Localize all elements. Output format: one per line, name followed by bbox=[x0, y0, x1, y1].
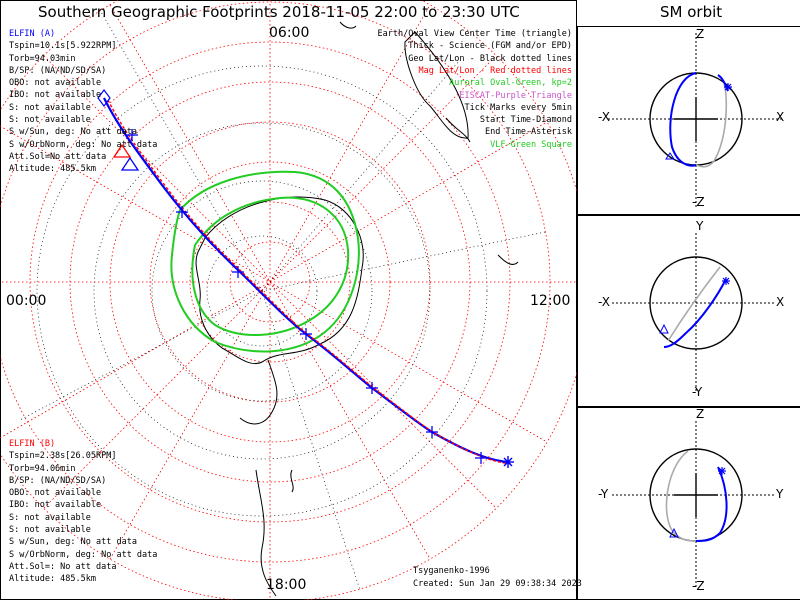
legend-item: Thick - Science (FGM and/or EPD) bbox=[408, 41, 572, 52]
elfin-a-line: OBO: not available bbox=[9, 78, 102, 89]
elfin-a-line: S w/Sun, deg: No att data bbox=[9, 127, 137, 138]
elfin-b-line: S w/OrbNorm, deg: No att data bbox=[9, 549, 158, 560]
legend: Earth/Oval View Center Time (triangle) T… bbox=[377, 28, 572, 153]
page-title: Southern Geographic Footprints 2018-11-0… bbox=[38, 3, 520, 21]
clock-label-top: 06:00 bbox=[269, 25, 310, 41]
orbit-panel-xy: Y -Y -X X bbox=[577, 214, 800, 408]
elfin-b-line: Altitude: 485.5km bbox=[9, 574, 96, 585]
elfin-b-line: S: not available bbox=[9, 525, 91, 536]
orbit-axis-label-left: -Y bbox=[598, 487, 609, 501]
clock-label-bottom: 18:00 bbox=[266, 577, 307, 593]
legend-item: Mag Lat/Lon - Red dotted lines bbox=[418, 65, 572, 76]
legend-item: Geo Lat/Lon - Black dotted lines bbox=[408, 53, 572, 64]
orbit-axis-label-right: X bbox=[776, 295, 785, 309]
elfin-b-line: Torb=94.06min bbox=[9, 463, 76, 474]
elfin-b-line: S w/Sun, deg: No att data bbox=[9, 537, 137, 548]
elfin-b-line: B/SP: (NA/ND/SD/SA) bbox=[9, 475, 107, 486]
orbit-axis-label-left: -X bbox=[598, 295, 610, 309]
clock-label-right: 12:00 bbox=[530, 293, 571, 309]
orbit-axis-label-bottom: -Z bbox=[692, 579, 705, 593]
legend-item: Auroral Oval-Green, kp=2 bbox=[449, 78, 572, 89]
legend-item: Start Time-Diamond bbox=[479, 115, 572, 126]
end-asterisk bbox=[502, 456, 514, 468]
orbit-plot-xy bbox=[612, 233, 776, 391]
elfin-b-line: IBO: not available bbox=[9, 500, 102, 511]
elfin-a-line: IBO: not available bbox=[9, 90, 102, 101]
track-tick-marks bbox=[126, 129, 487, 464]
orbit-axis-label-bottom: -Y bbox=[692, 385, 703, 399]
earth-circle bbox=[649, 256, 743, 350]
coastlines bbox=[195, 21, 519, 597]
orbit-axis-label-bottom: -Z bbox=[692, 195, 705, 209]
elfin-a-info: ELFIN (A) Tspin=10.1s[5.922RPM] Torb=94.… bbox=[9, 28, 157, 176]
start-diamond bbox=[97, 89, 111, 107]
elfin-a-line: S: not available bbox=[9, 115, 91, 126]
elfin-a-center-marker bbox=[120, 156, 140, 171]
geo-latlon-grid bbox=[19, 9, 546, 591]
orbit-plot-xz bbox=[608, 33, 784, 209]
elfin-b-info: ELFIN (B) Tspin=2.38s[26.05RPM] Torb=94.… bbox=[9, 438, 157, 586]
clock-label-left: 00:00 bbox=[6, 293, 47, 309]
elfin-b-line: OBO: not available bbox=[9, 488, 102, 499]
orbit-axis-label-top: Z bbox=[696, 407, 705, 421]
legend-item: Earth/Oval View Center Time (triangle) bbox=[377, 29, 572, 39]
orbit-axis-label-top: Z bbox=[696, 27, 705, 41]
elfin-b-name: ELFIN (B) bbox=[9, 439, 56, 449]
elfin-b-line: S: not available bbox=[9, 512, 91, 523]
elfin-a-line: B/SP: (NA/ND/SD/SA) bbox=[9, 65, 107, 76]
orbit-axes bbox=[612, 233, 776, 391]
created-timestamp: Created: Sun Jan 29 09:38:34 2023 bbox=[413, 579, 582, 589]
legend-item: EISCAT-Purple Triangle bbox=[459, 90, 572, 101]
elfin-b-track bbox=[107, 99, 513, 465]
elfin-a-name: ELFIN (A) bbox=[9, 29, 56, 39]
elfin-b-line: Tspin=2.38s[26.05RPM] bbox=[9, 451, 117, 462]
orbit-panel-xz: Z -Z -X X bbox=[577, 26, 800, 216]
elfin-b-line: Att.Sol=: No att data bbox=[9, 561, 117, 572]
legend-item: Tick Marks every 5min bbox=[464, 102, 572, 113]
polar-footprint-map bbox=[0, 0, 577, 600]
elfin-a-line: S: not available bbox=[9, 102, 91, 113]
orbit-axis-label-right: Y bbox=[776, 487, 784, 501]
elfin-a-line: Altitude: 485.5km bbox=[9, 164, 96, 175]
orbit-plot-yz bbox=[612, 421, 776, 587]
orbit-axis-label-left: -X bbox=[598, 110, 610, 124]
orbit-title: SM orbit bbox=[660, 3, 723, 21]
orbit-panel-yz: Z -Z -Y Y bbox=[577, 406, 800, 600]
elfin-a-line: Att.Sol=No att data bbox=[9, 151, 107, 162]
legend-item: VLF-Green Square bbox=[490, 139, 572, 150]
auroral-oval bbox=[170, 170, 360, 353]
elfin-a-line: Torb=94.03min bbox=[9, 53, 76, 64]
orbit-axis-label-right: X bbox=[776, 110, 785, 124]
elfin-b-center-marker bbox=[112, 143, 132, 158]
mag-latlon-grid bbox=[0, 0, 577, 600]
elfin-a-line: Tspin=10.1s[5.922RPM] bbox=[9, 41, 117, 52]
orbit-axes bbox=[612, 421, 776, 587]
orbit-axis-label-top: Y bbox=[696, 219, 704, 233]
model-label: Tsyganenko-1996 bbox=[413, 566, 490, 576]
elfin-a-line: S w/OrbNorm, deg: No att data bbox=[9, 139, 158, 150]
legend-item: End Time-Asterisk bbox=[485, 127, 572, 138]
